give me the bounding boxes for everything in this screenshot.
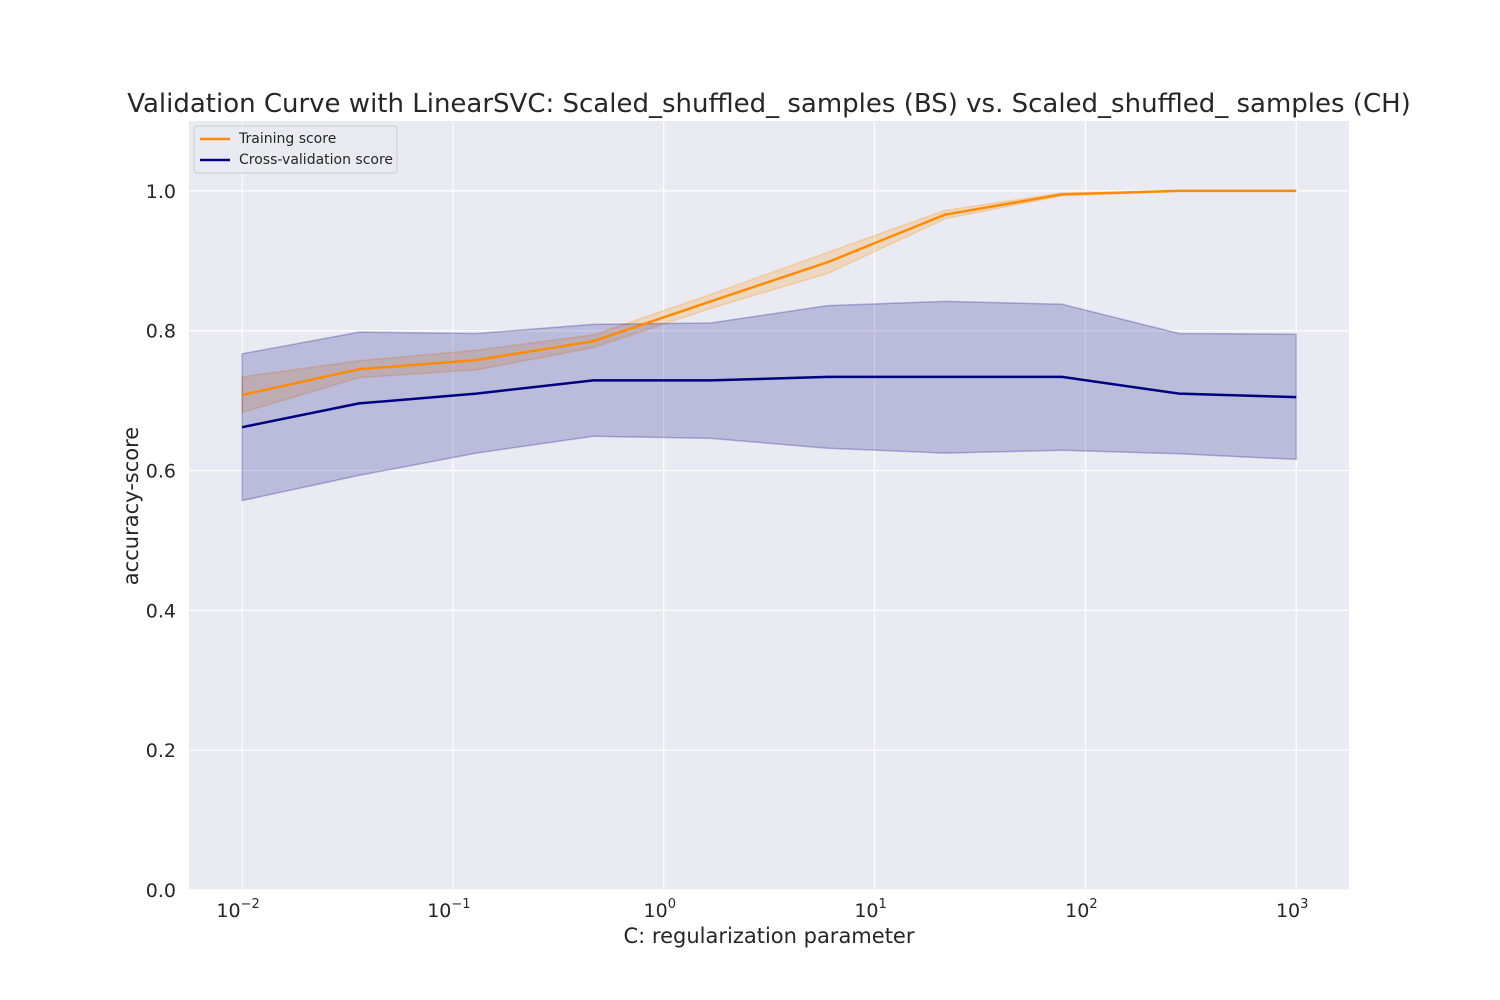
x-tick-label: 10−1 (427, 897, 470, 922)
x-tick-label: 100 (644, 897, 676, 922)
x-tick-base: 10 (427, 900, 451, 922)
x-tick-label: 101 (854, 897, 886, 922)
y-tick-label: 1.0 (146, 181, 176, 203)
legend-label-cross-validation: Cross-validation score (239, 152, 393, 168)
x-tick-exponent: 2 (1089, 897, 1097, 912)
legend: Training score Cross-validation score (193, 125, 398, 174)
y-tick-label: 0.8 (146, 321, 176, 343)
x-tick-exponent: 1 (879, 897, 887, 912)
x-tick-base: 10 (216, 900, 240, 922)
x-tick-exponent: −1 (451, 897, 470, 912)
x-tick-base: 10 (644, 900, 668, 922)
plot-background (189, 121, 1349, 890)
band-cross-validation (241, 300, 1297, 502)
legend-label-training: Training score (238, 131, 336, 147)
legend-box (193, 125, 398, 174)
x-tick-label: 102 (1065, 897, 1097, 922)
chart-title: Validation Curve with LinearSVC: Scaled_… (127, 89, 1411, 119)
x-axis-label: C: regularization parameter (624, 924, 915, 948)
x-tick-exponent: −2 (241, 897, 260, 912)
x-tick-labels: 10−2 10−1 100 101 102 103 (216, 897, 1308, 922)
x-tick-exponent: 0 (668, 897, 676, 912)
y-tick-label: 0.6 (146, 461, 176, 483)
grid-lines (189, 121, 1349, 891)
y-tick-label: 0.2 (146, 740, 176, 762)
series-lines (241, 189, 1297, 429)
line-training-score (241, 189, 1297, 397)
x-tick-base: 10 (854, 900, 878, 922)
y-axis-label: accuracy-score (119, 427, 143, 585)
line-cross-validation-score (241, 375, 1297, 429)
x-tick-label: 10−2 (216, 897, 259, 922)
x-tick-exponent: 3 (1300, 897, 1308, 912)
x-tick-base: 10 (1065, 900, 1089, 922)
y-tick-labels: 0.0 0.2 0.4 0.6 0.8 1.0 (146, 181, 176, 902)
y-tick-label: 0.0 (146, 880, 176, 902)
x-tick-label: 103 (1276, 897, 1308, 922)
y-tick-label: 0.4 (146, 600, 176, 622)
x-tick-base: 10 (1276, 900, 1300, 922)
